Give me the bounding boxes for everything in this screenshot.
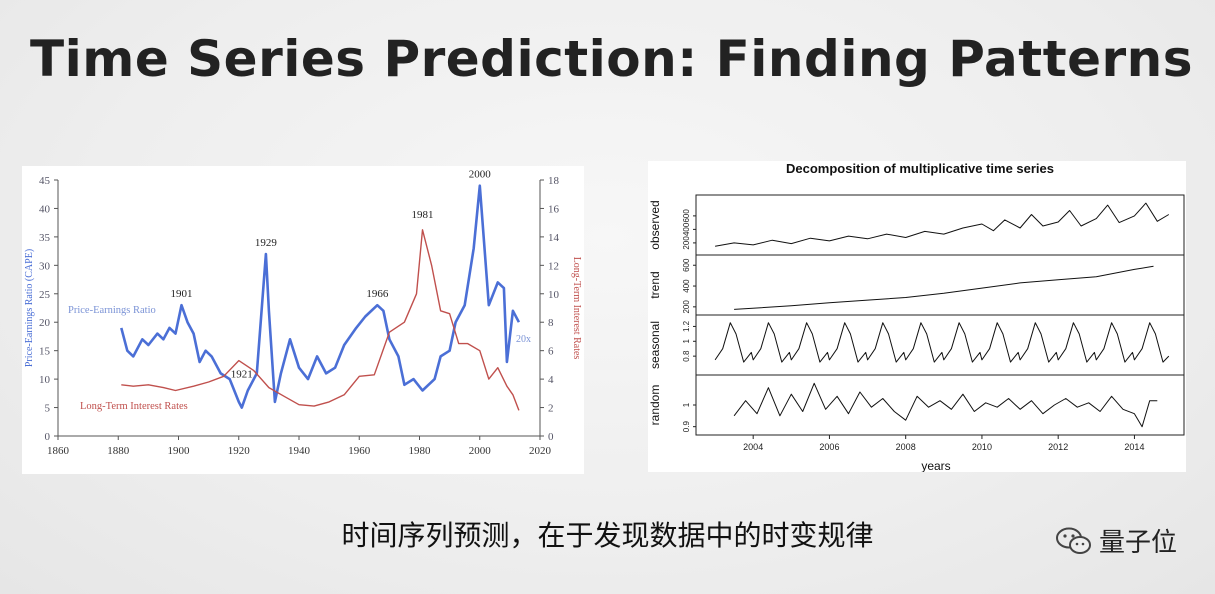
peak-annotation: 1901 <box>171 288 193 300</box>
brand-watermark: 量子位 <box>1055 522 1177 559</box>
x-tick-label: 1940 <box>288 445 311 457</box>
panel-label-trend: trend <box>648 271 662 298</box>
decomposition-chart: Decomposition of multiplicative time ser… <box>648 161 1186 472</box>
y-tick-label-right: 6 <box>548 346 554 358</box>
slide-caption: 时间序列预测，在于发现数据中的时变规律 <box>0 514 1215 554</box>
y-axis-title-left: Price-Earnings Ratio (CAPE) <box>24 249 35 367</box>
pe-ratio-chart: 0 5 10 15 20 25 30 35 40 45 0 2 4 6 8 10 12 14 16 18 1860 188… <box>22 166 584 474</box>
y-tick-label-right: 2 <box>548 403 554 415</box>
peak-annotation: 1981 <box>412 209 434 221</box>
panel-line-trend <box>734 266 1153 309</box>
series-label-rates: Long-Term Interest Rates <box>80 401 188 412</box>
x-tick-label: 1880 <box>107 445 130 457</box>
panel-y-tick-label: 400 <box>682 222 691 236</box>
y-tick-label-left: 15 <box>39 346 51 358</box>
x-tick-label: 1920 <box>228 445 251 457</box>
panel-frame-random <box>696 375 1184 435</box>
decomposition-title: Decomposition of multiplicative time ser… <box>786 161 1054 176</box>
y-tick-label-left: 45 <box>39 175 51 187</box>
x-tick-label: 2014 <box>1124 442 1144 452</box>
x-tick-label: 2000 <box>469 445 492 457</box>
panel-y-tick-label: 600 <box>682 209 691 223</box>
y-tick-label-right: 14 <box>548 232 560 244</box>
brand-name: 量子位 <box>1099 522 1177 559</box>
panel-y-tick-label: 1 <box>682 402 691 407</box>
series-label-pe: Price-Earnings Ratio <box>68 305 156 316</box>
x-axis-title: years <box>921 459 950 472</box>
x-tick-label: 1980 <box>409 445 432 457</box>
peak-annotation: 2000 <box>469 169 492 181</box>
panel-frame-observed <box>696 195 1184 255</box>
wechat-icon <box>1055 526 1093 556</box>
pe-ratio-chart-svg: 0 5 10 15 20 25 30 35 40 45 0 2 4 6 8 10 12 14 16 18 1860 188… <box>22 166 584 474</box>
panel-label-seasonal: seasonal <box>648 321 662 369</box>
y-tick-label-right: 0 <box>548 431 554 443</box>
y-tick-label-right: 16 <box>548 203 560 215</box>
decomposition-chart-svg: Decomposition of multiplicative time ser… <box>648 161 1186 472</box>
panel-y-tick-label: 1 <box>682 339 691 344</box>
y-tick-label-right: 12 <box>548 260 559 272</box>
x-tick-label: 2004 <box>743 442 763 452</box>
y-tick-label-left: 20 <box>39 317 51 329</box>
x-tick-label: 2020 <box>529 445 552 457</box>
x-tick-label: 2008 <box>896 442 916 452</box>
panel-y-tick-label: 200 <box>682 300 691 314</box>
panel-label-random: random <box>648 385 662 426</box>
panel-label-observed: observed <box>648 200 662 249</box>
panel-line-seasonal <box>715 323 1169 362</box>
y-tick-label-left: 0 <box>45 431 51 443</box>
panel-y-tick-label: 200 <box>682 236 691 250</box>
y-tick-label-left: 5 <box>45 403 51 415</box>
x-tick-label: 2006 <box>819 442 839 452</box>
y-tick-label-left: 30 <box>39 260 51 272</box>
y-tick-label-left: 10 <box>39 374 51 386</box>
panel-y-tick-label: 400 <box>682 279 691 293</box>
panel-line-observed <box>715 203 1169 246</box>
y-tick-label-right: 18 <box>548 175 560 187</box>
interest-rate-line <box>121 230 519 411</box>
y-axis-title-right: Long-Term Interest Rates <box>571 257 582 360</box>
y-tick-label-left: 35 <box>39 232 51 244</box>
x-tick-label: 2012 <box>1048 442 1068 452</box>
y-tick-label-left: 40 <box>39 203 51 215</box>
x-tick-label: 1960 <box>348 445 371 457</box>
y-tick-label-right: 4 <box>548 374 554 386</box>
peak-annotation: 1921 <box>231 369 253 381</box>
x-tick-label: 1860 <box>47 445 70 457</box>
panel-y-tick-label: 1.2 <box>682 320 691 332</box>
panel-line-random <box>734 383 1157 426</box>
y-tick-label-right: 8 <box>548 317 554 329</box>
panel-y-tick-label: 0.9 <box>682 421 691 433</box>
y-tick-label-right: 10 <box>548 289 560 301</box>
panel-frame-trend <box>696 255 1184 315</box>
side-label: 20x <box>516 334 531 345</box>
x-tick-label: 1900 <box>168 445 191 457</box>
page-title: Time Series Prediction: Finding Patterns <box>30 30 1193 88</box>
panel-y-tick-label: 600 <box>682 258 691 272</box>
x-tick-label: 2010 <box>972 442 992 452</box>
peak-annotation: 1929 <box>255 237 278 249</box>
y-tick-label-left: 25 <box>39 289 51 301</box>
peak-annotation: 1966 <box>366 288 389 300</box>
panel-y-tick-label: 0.8 <box>682 350 691 362</box>
